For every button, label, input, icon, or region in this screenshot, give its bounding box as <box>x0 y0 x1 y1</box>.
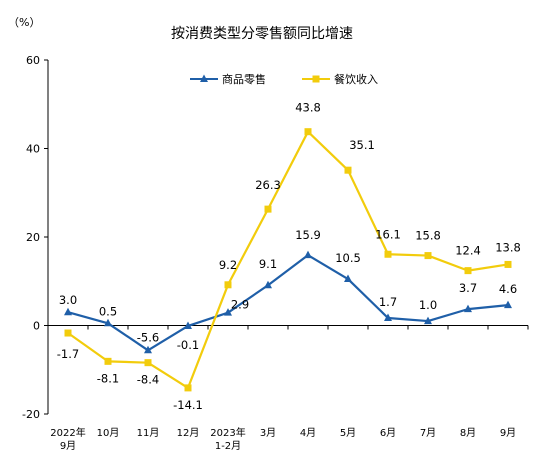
x-tick-label-line: 7月 <box>420 427 436 439</box>
series-0-marker <box>344 274 352 283</box>
y-tick-label: 20 <box>26 231 40 244</box>
data-label: 12.4 <box>455 244 481 258</box>
series-1-marker <box>144 359 152 367</box>
data-label-layer: 3.0 0.5 -5.6 -0.1 2.9 9.1 15.9 10.5 1.7 1.0 3.7 4.6… <box>57 101 521 412</box>
legend-label: 商品零售 <box>222 72 266 86</box>
x-tick-label: 12月 <box>177 427 200 439</box>
data-label: 1.0 <box>419 298 437 312</box>
legend-label: 餐饮收入 <box>334 72 378 86</box>
series-0-marker <box>304 250 312 259</box>
x-tick-label-line: 2022年 <box>50 426 85 439</box>
x-tick-label-line: 8月 <box>460 427 476 439</box>
x-tick-label: 2022年 9月 <box>50 426 85 452</box>
data-label: 16.1 <box>375 227 401 241</box>
x-tick-label: 3月 <box>260 427 276 439</box>
data-label: 15.8 <box>415 229 441 243</box>
legend: 商品零售 餐饮收入 <box>190 72 378 86</box>
series-0-marker <box>424 316 432 325</box>
x-tick-label: 10月 <box>97 427 120 439</box>
x-tick-label-line: 9月 <box>500 427 516 439</box>
x-tick-label-line: 11月 <box>137 427 160 439</box>
series-0-marker <box>224 308 232 316</box>
data-label: 2.9 <box>231 298 249 312</box>
series-1-marker <box>264 205 272 213</box>
data-label: -5.6 <box>137 330 159 344</box>
series-1-marker <box>384 250 392 258</box>
data-label: 3.7 <box>459 281 477 295</box>
y-axis-unit-label: （%） <box>8 16 40 29</box>
data-label: 15.9 <box>295 228 321 242</box>
legend-marker <box>200 74 208 82</box>
series-0-marker <box>144 345 152 354</box>
x-tick-label: 11月 <box>137 427 160 439</box>
legend-marker <box>312 75 320 83</box>
data-label: -0.1 <box>177 338 199 352</box>
chart-title: 按消费类型分零售额同比增速 <box>171 26 353 42</box>
x-tick-label-line: 1-2月 <box>215 440 241 452</box>
series-0-marker <box>384 313 392 321</box>
data-label: 9.2 <box>219 258 237 272</box>
x-tick-label-line: 5月 <box>340 427 356 439</box>
series-0-marker <box>264 280 272 289</box>
data-label: 4.6 <box>499 282 517 296</box>
x-tick-label: 9月 <box>500 427 516 439</box>
data-label: -14.1 <box>173 398 203 412</box>
data-label: 3.0 <box>59 293 77 307</box>
x-tick-label-line: 6月 <box>380 427 396 439</box>
y-tick-label: 60 <box>26 54 40 67</box>
data-label: 26.3 <box>255 178 281 192</box>
x-tick-label-line: 10月 <box>97 427 120 439</box>
series-1-marker <box>104 357 112 365</box>
data-label: 13.8 <box>495 240 521 254</box>
x-tick-label: 2023年 1-2月 <box>210 426 245 452</box>
data-label: 35.1 <box>349 138 375 152</box>
x-tick-label-line: 3月 <box>260 427 276 439</box>
series-line-1 <box>67 130 509 389</box>
data-label: 43.8 <box>295 101 321 115</box>
x-tick-label-line: 9月 <box>60 440 76 452</box>
data-label: 9.1 <box>259 257 277 271</box>
x-tick-label-line: 12月 <box>177 427 200 439</box>
data-label: -8.1 <box>97 371 119 385</box>
x-tick-label: 8月 <box>460 427 476 439</box>
data-label: -8.4 <box>137 373 159 387</box>
x-tick-label: 5月 <box>340 427 356 439</box>
series-1-marker <box>464 267 472 275</box>
x-tick-label: 6月 <box>380 427 396 439</box>
y-tick-label: 0 <box>33 320 40 333</box>
data-label: -1.7 <box>57 347 79 361</box>
series-layer <box>64 128 512 392</box>
series-0-marker <box>64 307 72 316</box>
series-1-marker <box>224 281 232 289</box>
data-label: 1.7 <box>379 295 397 309</box>
series-0-marker <box>104 318 112 327</box>
x-tick-label: 4月 <box>300 427 316 439</box>
y-tick-label: 40 <box>26 143 40 156</box>
x-tick-label-line: 2023年 <box>210 426 245 439</box>
series-1-marker <box>504 260 512 268</box>
series-0-marker <box>504 300 512 309</box>
series-0-marker <box>464 304 472 313</box>
data-label: 10.5 <box>335 251 361 265</box>
series-line-0 <box>67 254 509 352</box>
x-tick-label-line: 4月 <box>300 427 316 439</box>
y-tick-label: -20 <box>22 408 40 421</box>
series-0-marker <box>184 321 192 329</box>
series-1-marker <box>184 384 192 392</box>
x-tick-label: 7月 <box>420 427 436 439</box>
data-label: 0.5 <box>99 304 117 318</box>
series-1-marker <box>424 252 432 260</box>
series-1-marker <box>344 166 352 174</box>
series-1-marker <box>304 128 312 136</box>
series-1-marker <box>64 329 72 337</box>
